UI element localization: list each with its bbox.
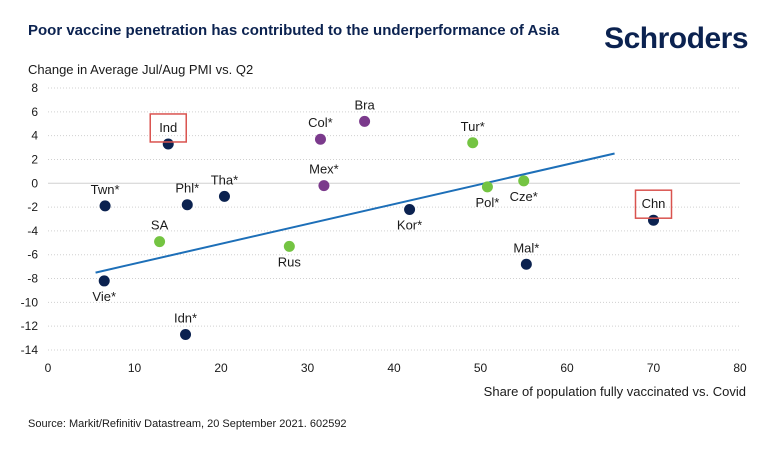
y-tick-label: 0 — [31, 176, 38, 190]
y-tick-label: 6 — [31, 105, 38, 119]
x-tick-label: 0 — [45, 361, 52, 375]
x-tick-label: 70 — [647, 361, 661, 375]
x-tick-labels: 0 10 20 30 40 50 60 70 80 — [45, 361, 747, 375]
data-point — [314, 133, 326, 145]
data-point — [180, 329, 192, 341]
y-tick-label: -2 — [27, 200, 38, 214]
data-label: Rus — [278, 254, 302, 269]
x-tick-label: 60 — [560, 361, 574, 375]
data-point — [98, 275, 110, 287]
y-tick-label: -6 — [27, 248, 38, 262]
data-label: Chn — [642, 196, 666, 211]
x-tick-label: 50 — [474, 361, 488, 375]
y-tick-label: 2 — [31, 152, 38, 166]
x-tick-label: 30 — [301, 361, 315, 375]
data-point — [283, 240, 295, 252]
data-label: Mex* — [309, 162, 339, 177]
data-label: Vie* — [92, 289, 116, 304]
data-label: Col* — [308, 115, 333, 130]
data-point — [648, 214, 659, 226]
data-point — [181, 199, 193, 211]
trendline-group — [95, 152, 615, 274]
data-label: Kor* — [397, 217, 422, 232]
y-tick-label: -8 — [27, 272, 38, 286]
data-point — [481, 181, 493, 193]
y-tick-label: -12 — [21, 319, 39, 333]
data-label: Tha* — [211, 172, 238, 187]
x-axis-label: Share of population fully vaccinated vs.… — [483, 384, 746, 399]
trendline — [95, 152, 615, 274]
y-tick-label: 4 — [31, 129, 38, 143]
data-label: SA — [151, 218, 169, 233]
grid-lines — [48, 87, 740, 351]
y-tick-label: -4 — [27, 224, 38, 238]
data-point — [404, 203, 416, 215]
data-label: Tur* — [461, 119, 485, 134]
brand-logo: Schroders — [604, 22, 748, 55]
x-tick-label: 80 — [733, 361, 747, 375]
x-tick-label: 40 — [387, 361, 401, 375]
data-point — [520, 258, 532, 270]
source-note: Source: Markit/Refinitiv Datastream, 20 … — [28, 418, 347, 430]
y-tick-label: -10 — [21, 295, 39, 309]
data-point — [318, 180, 330, 192]
data-label: Bra — [354, 97, 375, 112]
highlight-box — [634, 189, 673, 219]
data-label: Phl* — [175, 181, 199, 196]
highlight-box — [149, 113, 187, 143]
x-tick-label: 10 — [128, 361, 142, 375]
data-label: Cze* — [510, 189, 538, 204]
data-point — [518, 175, 530, 187]
data-point — [162, 138, 174, 150]
data-point — [359, 115, 371, 127]
data-point — [218, 190, 230, 202]
y-tick-label: 8 — [31, 81, 38, 95]
data-label: Ind — [159, 120, 177, 135]
data-point — [99, 200, 111, 212]
x-tick-label: 20 — [214, 361, 228, 375]
data-label: Idn* — [174, 311, 197, 326]
y-tick-labels: 8 6 4 2 0 -2 -4 -6 -8 -10 -12 -14 — [21, 81, 39, 357]
data-points: Ind Twn* Phl* Tha* Vie* Idn* Kor* Mal* Chn Col* Br… — [91, 97, 673, 341]
y-tick-label: -14 — [21, 343, 39, 357]
data-label: Mal* — [513, 240, 539, 255]
data-point — [154, 236, 166, 248]
data-label: Pol* — [475, 195, 499, 210]
data-point — [467, 137, 479, 149]
y-axis-label: Change in Average Jul/Aug PMI vs. Q2 — [28, 62, 254, 77]
chart-title: Poor vaccine penetration has contributed… — [28, 22, 560, 39]
data-label: Twn* — [91, 182, 120, 197]
